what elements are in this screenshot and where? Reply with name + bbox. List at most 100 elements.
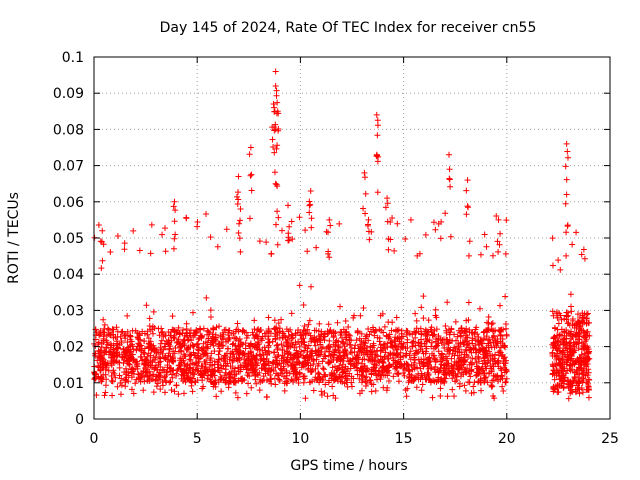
data-point bbox=[183, 320, 190, 327]
data-point bbox=[345, 324, 352, 331]
data-point bbox=[256, 387, 263, 394]
data-point bbox=[498, 372, 505, 379]
data-point bbox=[282, 339, 289, 346]
data-point bbox=[100, 316, 107, 323]
data-point bbox=[474, 369, 481, 376]
data-point bbox=[425, 359, 432, 366]
y-tick-label: 0.1 bbox=[62, 50, 84, 66]
data-point bbox=[569, 389, 576, 396]
data-point bbox=[181, 353, 188, 360]
data-point bbox=[404, 339, 411, 346]
data-point bbox=[571, 343, 578, 350]
data-point bbox=[500, 387, 507, 394]
data-point bbox=[380, 384, 387, 391]
data-point bbox=[170, 203, 177, 210]
data-point bbox=[402, 235, 409, 242]
data-point bbox=[465, 299, 472, 306]
data-point bbox=[237, 217, 244, 224]
data-point bbox=[148, 221, 155, 228]
data-point bbox=[128, 338, 135, 345]
data-point bbox=[485, 358, 492, 365]
data-point bbox=[428, 339, 435, 346]
data-point bbox=[490, 361, 497, 368]
data-point bbox=[447, 183, 454, 190]
data-point bbox=[286, 223, 293, 230]
data-point bbox=[352, 355, 359, 362]
data-point bbox=[315, 369, 322, 376]
data-point bbox=[412, 310, 419, 317]
data-point bbox=[183, 346, 190, 353]
data-point bbox=[140, 368, 147, 375]
data-point bbox=[407, 216, 414, 223]
data-point bbox=[418, 370, 425, 377]
data-point bbox=[280, 363, 287, 370]
data-point bbox=[495, 216, 502, 223]
data-point bbox=[431, 366, 438, 373]
data-point bbox=[257, 352, 264, 359]
data-point bbox=[242, 340, 249, 347]
data-point bbox=[254, 327, 261, 334]
y-tick-label: 0.09 bbox=[53, 86, 84, 102]
data-point bbox=[497, 338, 504, 345]
data-point bbox=[175, 391, 182, 398]
data-point bbox=[435, 348, 442, 355]
data-point bbox=[420, 315, 427, 322]
data-point bbox=[242, 345, 249, 352]
data-point bbox=[204, 375, 211, 382]
data-point bbox=[463, 211, 470, 218]
data-point bbox=[494, 359, 501, 366]
data-point bbox=[494, 238, 501, 245]
data-point bbox=[450, 365, 457, 372]
data-point bbox=[362, 210, 369, 217]
data-point bbox=[319, 358, 326, 365]
data-point bbox=[356, 375, 363, 382]
data-point bbox=[348, 344, 355, 351]
data-point bbox=[456, 383, 463, 390]
data-point bbox=[329, 364, 336, 371]
data-point bbox=[553, 352, 560, 359]
data-point bbox=[322, 381, 329, 388]
data-point bbox=[389, 214, 396, 221]
data-point bbox=[390, 344, 397, 351]
data-point bbox=[225, 338, 232, 345]
data-point bbox=[353, 337, 360, 344]
data-point bbox=[554, 314, 561, 321]
data-point bbox=[393, 349, 400, 356]
data-point bbox=[425, 372, 432, 379]
data-point bbox=[567, 362, 574, 369]
data-point bbox=[312, 342, 319, 349]
data-point bbox=[372, 328, 379, 335]
data-point bbox=[194, 340, 201, 347]
data-point bbox=[128, 366, 135, 373]
data-point bbox=[472, 355, 479, 362]
data-point bbox=[160, 346, 167, 353]
data-point bbox=[212, 377, 219, 384]
data-point bbox=[388, 327, 395, 334]
data-point bbox=[249, 366, 256, 373]
data-point bbox=[329, 383, 336, 390]
data-point bbox=[384, 195, 391, 202]
data-point bbox=[161, 331, 167, 338]
data-point bbox=[113, 338, 120, 345]
data-point bbox=[389, 319, 396, 326]
data-point bbox=[244, 332, 251, 339]
data-point bbox=[401, 360, 408, 367]
data-point bbox=[581, 344, 588, 351]
data-point bbox=[263, 394, 270, 401]
data-point bbox=[273, 181, 280, 188]
x-tick-label: 20 bbox=[498, 431, 516, 447]
data-point bbox=[394, 363, 401, 370]
data-point bbox=[120, 349, 127, 356]
data-point bbox=[233, 335, 240, 342]
data-point bbox=[336, 373, 343, 380]
data-point bbox=[313, 244, 320, 251]
data-point bbox=[437, 393, 444, 400]
data-point bbox=[412, 350, 419, 357]
data-point bbox=[188, 337, 195, 344]
data-point bbox=[374, 122, 381, 129]
data-point bbox=[363, 332, 370, 339]
data-point bbox=[122, 383, 129, 390]
data-point bbox=[236, 343, 243, 350]
data-point bbox=[229, 341, 236, 348]
data-point bbox=[136, 332, 143, 339]
